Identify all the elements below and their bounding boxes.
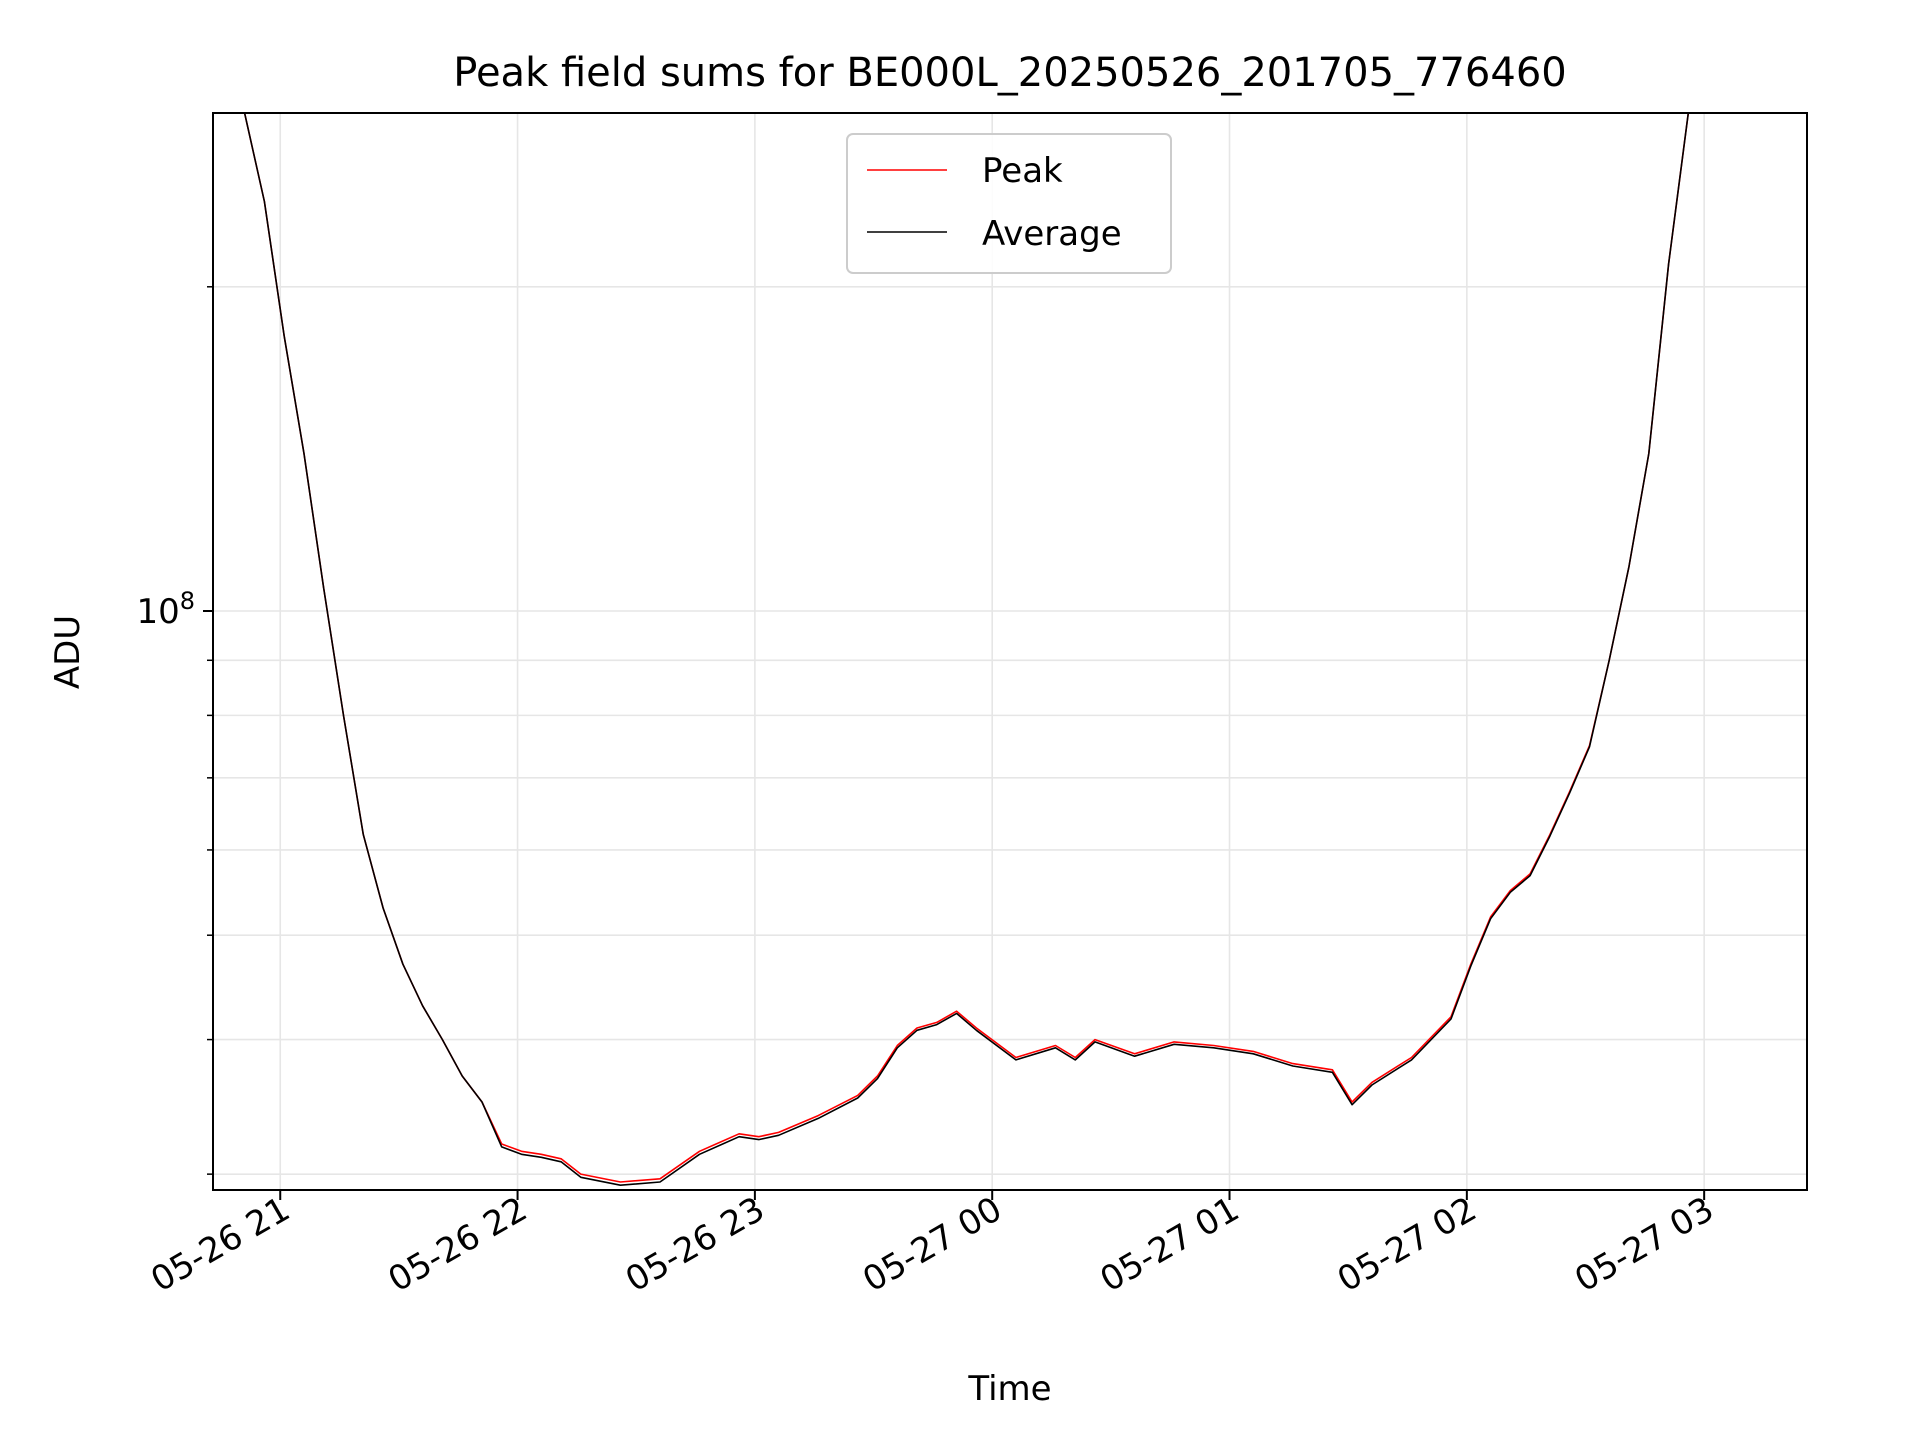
legend-average-label: Average bbox=[982, 214, 1122, 254]
legend-peak-label: Peak bbox=[982, 151, 1063, 191]
y-axis-label: ADU bbox=[48, 615, 88, 689]
y-tick-label: 108 bbox=[136, 587, 195, 632]
series-group bbox=[213, 113, 1807, 1186]
series-line-average bbox=[213, 113, 1807, 1186]
grid bbox=[213, 113, 1807, 1190]
legend: Peak Average bbox=[846, 133, 1172, 274]
x-axis-label: Time bbox=[967, 1369, 1051, 1409]
plot-frame bbox=[212, 112, 1808, 1191]
legend-box bbox=[846, 133, 1172, 274]
chart-title: Peak field sums for BE000L_20250526_2017… bbox=[453, 50, 1566, 96]
